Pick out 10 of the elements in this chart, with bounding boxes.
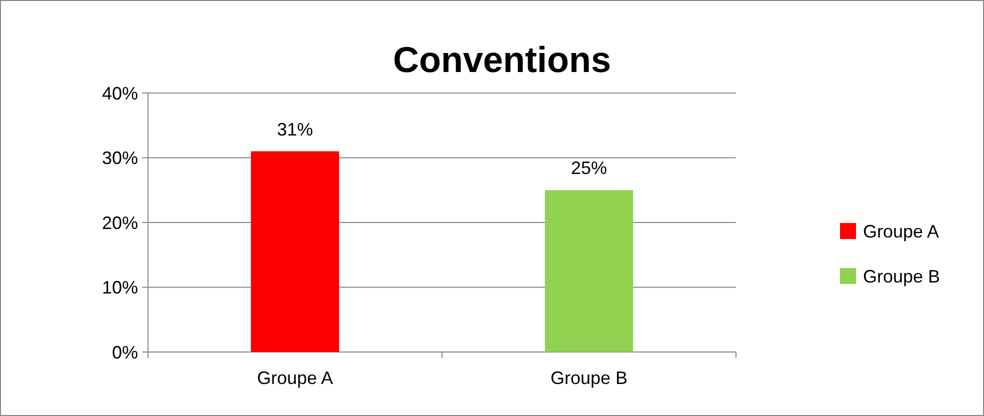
data-label: 31% xyxy=(276,119,314,140)
legend-label: Groupe A xyxy=(863,221,940,242)
y-tick-label: 20% xyxy=(102,212,138,233)
y-tick-label: 40% xyxy=(102,83,138,104)
y-tick-label: 10% xyxy=(102,278,138,298)
data-label: 25% xyxy=(570,158,608,178)
y-tick-label: 30% xyxy=(102,148,138,168)
legend-label: Groupe B xyxy=(863,266,940,286)
chart-title: Conventions xyxy=(392,39,612,80)
y-tick-label: 0% xyxy=(112,342,138,362)
